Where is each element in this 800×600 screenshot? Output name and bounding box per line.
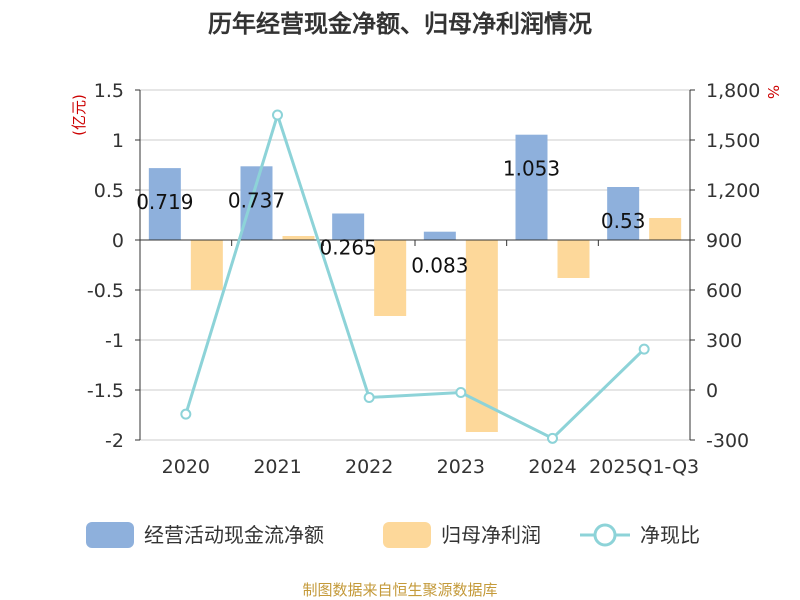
cashflow-bar: [148, 168, 181, 240]
category-label: 2023: [437, 456, 485, 478]
legend-label-cashflow: 经营活动现金流净额: [144, 523, 324, 547]
left-tick-label: -1.5: [87, 380, 124, 402]
ratio-point: [363, 392, 375, 403]
left-tick-label: 0.5: [94, 180, 124, 202]
cashflow-data-label: 0.265: [320, 236, 377, 260]
left-axis-unit: (亿元): [70, 94, 88, 136]
cashflow-bar: [607, 187, 640, 240]
ratio-point: [455, 387, 467, 398]
left-tick-label: 0: [112, 230, 124, 252]
ratio-polyline: [184, 110, 646, 441]
ratio-point: [638, 343, 650, 355]
category-label: 2025Q1-Q3: [589, 456, 699, 478]
left-tick-label: 1: [112, 130, 124, 152]
source-note: 制图数据来自恒生聚源数据库: [302, 581, 497, 599]
cashflow-bar: [515, 134, 548, 240]
chart-title: 历年经营现金净额、归母净利润情况: [208, 10, 592, 38]
category-label: 2021: [253, 456, 301, 478]
right-tick-label: -300: [706, 430, 749, 452]
cashflow-data-label: 0.53: [601, 209, 646, 233]
right-axis-unit: %: [764, 85, 782, 99]
profit-bar: [649, 218, 682, 240]
ratio-point: [547, 432, 558, 444]
right-tick-label: 1,500: [706, 130, 760, 152]
legend-swatch-ratio-marker: [593, 523, 617, 547]
cashflow-data-label: 0.737: [228, 188, 285, 212]
ratio-point: [180, 408, 192, 420]
axes: [135, 89, 695, 441]
category-label: 2024: [528, 456, 576, 478]
cashflow-bar: [423, 231, 456, 240]
cashflow-data-label: 1.053: [503, 157, 560, 181]
category-label: 2020: [162, 456, 210, 478]
legend-swatch-profit: [383, 522, 431, 548]
profit-bar: [190, 240, 223, 290]
right-tick-label: 900: [706, 230, 742, 252]
ratio-point: [272, 109, 283, 121]
legend-label-profit: 归母净利润: [441, 523, 541, 547]
left-tick-label: -0.5: [87, 280, 124, 302]
left-tick-label: 1.5: [94, 80, 124, 102]
cashflow-bar: [332, 213, 365, 240]
profit-bar: [557, 240, 590, 278]
left-tick-label: -2: [105, 430, 124, 452]
bars: [148, 134, 682, 432]
legend-label-ratio: 净现比: [640, 523, 700, 547]
profit-bar: [282, 236, 315, 240]
cashflow-data-label: 0.719: [136, 190, 193, 214]
cashflow-data-label: 0.083: [411, 254, 468, 278]
left-tick-label: -1: [105, 330, 124, 352]
legend: 经营活动现金流净额 归母净利润 净现比: [86, 522, 700, 548]
profit-bar: [374, 240, 407, 316]
legend-swatch-cashflow: [86, 522, 134, 548]
right-tick-label: 300: [706, 330, 742, 352]
right-tick-label: 1,200: [706, 180, 760, 202]
ratio-line: [180, 109, 650, 444]
right-tick-label: 600: [706, 280, 742, 302]
right-tick-label: 1,800: [706, 80, 760, 102]
category-label: 2022: [345, 456, 393, 478]
right-tick-label: 0: [706, 380, 718, 402]
tick-labels: 1.5 1 0.5 0 -0.5 -1 -1.5 -2 1,800 1,500 1,200 900 60…: [87, 80, 760, 478]
data-labels: 0.719 0.737 0.265 0.083 1.053 0.53: [136, 157, 645, 278]
profit-bar: [465, 240, 498, 432]
